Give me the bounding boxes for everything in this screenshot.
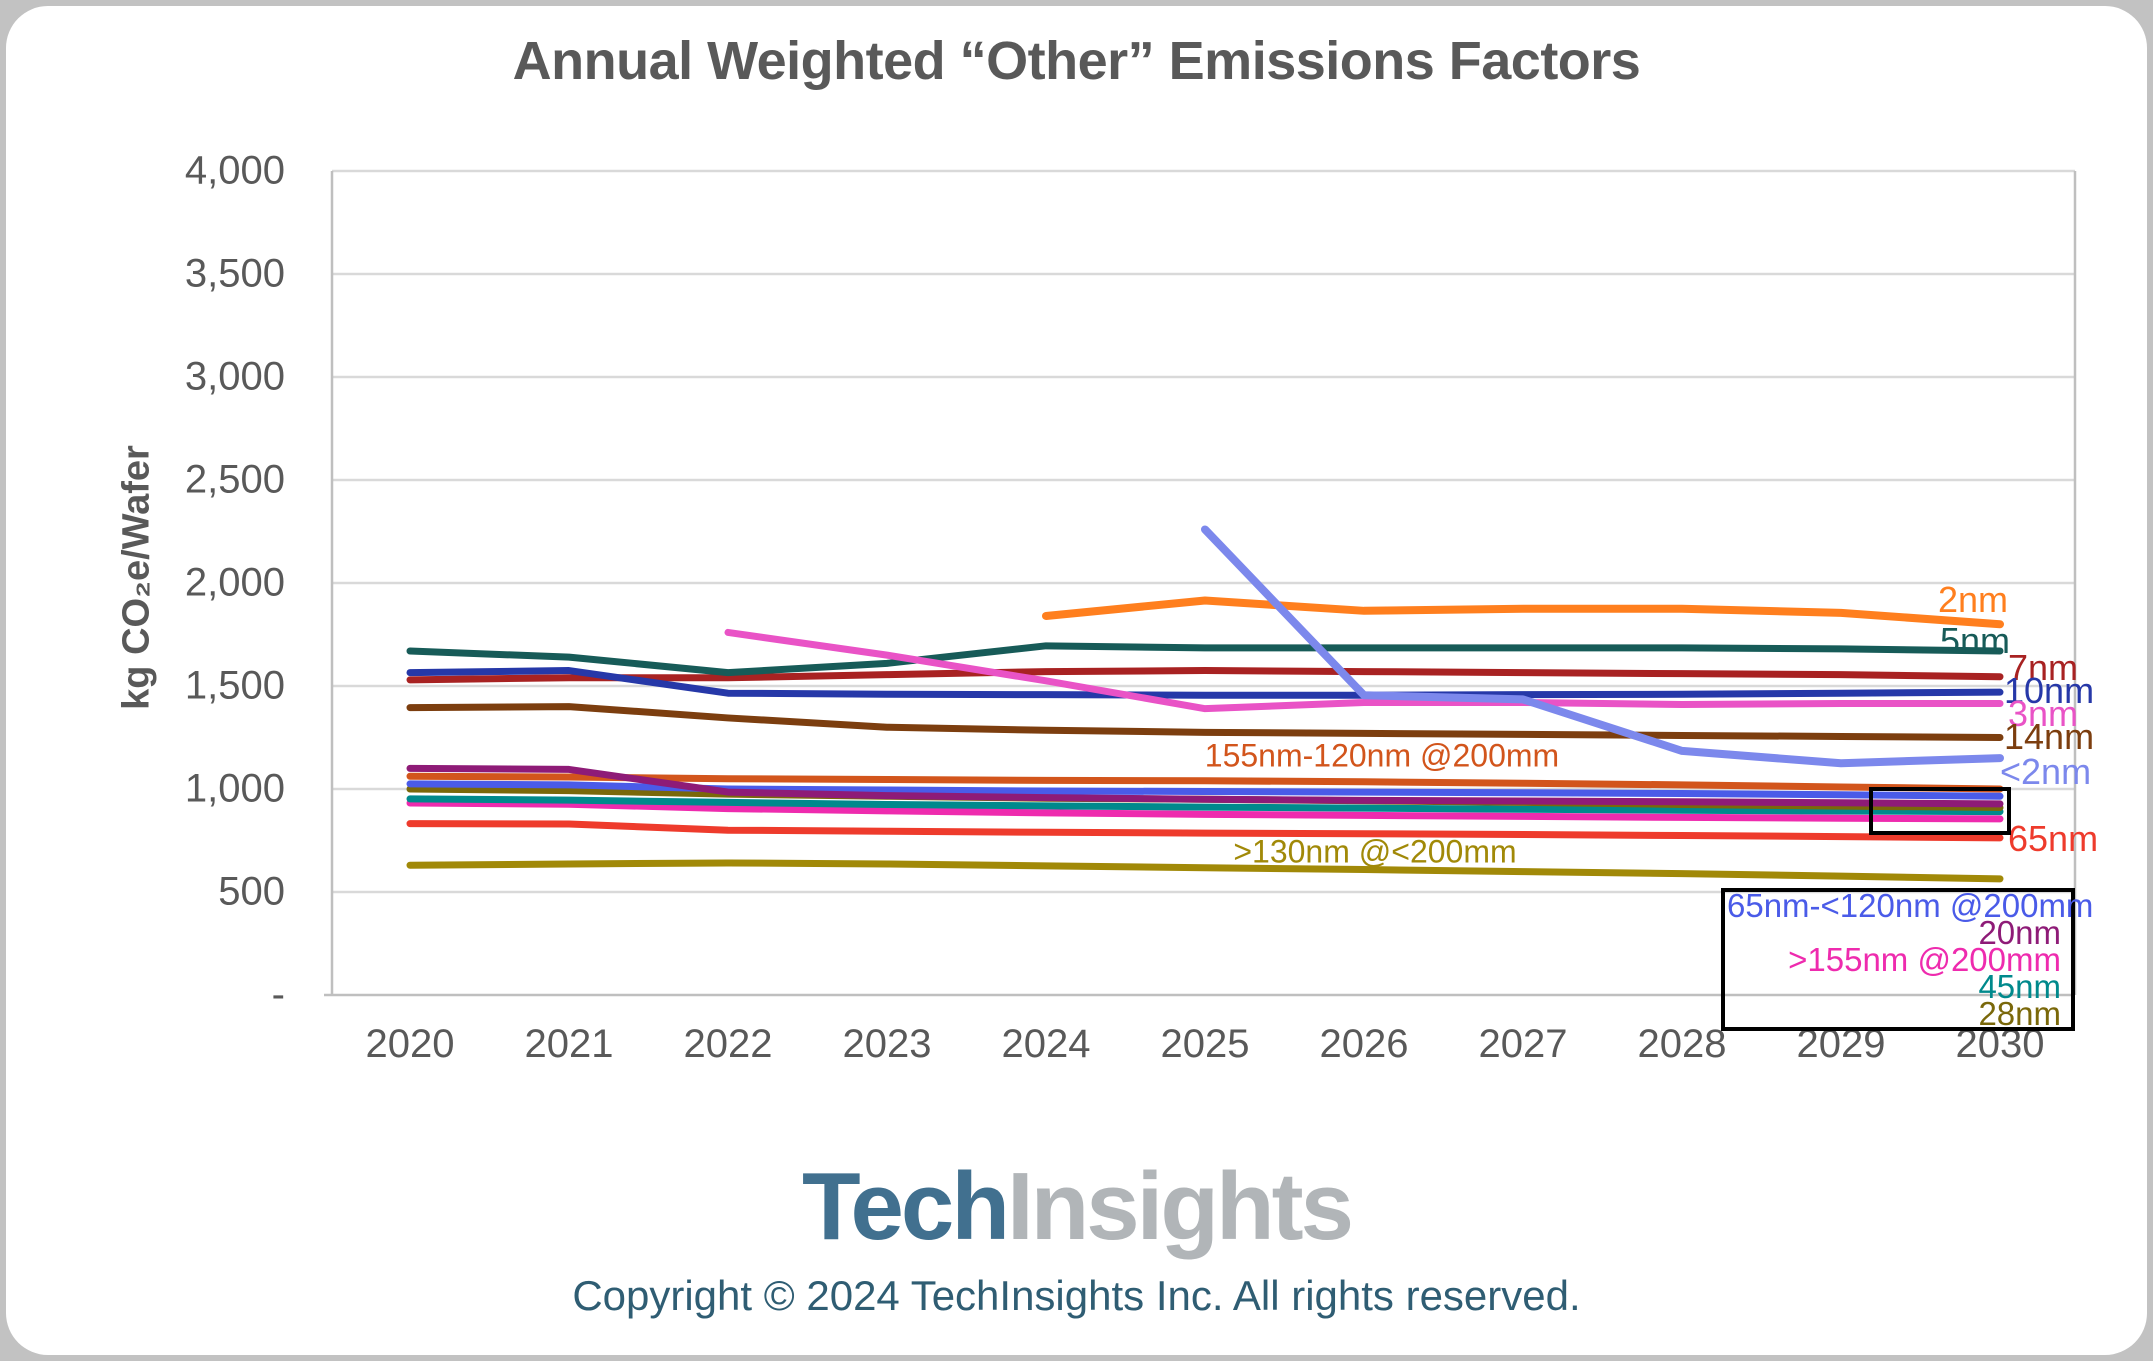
legend-item: 65nm-<120nm @200mm <box>1727 887 2094 924</box>
y-tick-label: 1,000 <box>184 766 285 811</box>
legend-box: 65nm-<120nm @200mm 20nm >155nm @200mm 45nm 2… <box>1721 887 2094 1032</box>
legend-item: 45nm <box>1978 968 2061 1005</box>
chart-title: Annual Weighted “Other” Emissions Factor… <box>512 31 1641 91</box>
x-tick-label: 2028 <box>1637 1022 1727 1066</box>
series-line-65nm <box>406 820 2004 842</box>
y-tick-label: 500 <box>218 869 285 914</box>
y-tick-label: 3,500 <box>184 251 285 296</box>
series-line-14nm <box>406 703 2004 741</box>
x-tick-label: 2021 <box>524 1022 614 1066</box>
series-line-2nm <box>1042 596 2004 629</box>
highlight-box <box>1869 787 2011 835</box>
y-tick-label: 4,000 <box>184 148 285 193</box>
x-tick-label: 2020 <box>365 1022 455 1066</box>
y-tick-label: - <box>271 972 285 1017</box>
y-tick-label: 2,500 <box>184 457 285 502</box>
series-line--130nm-200mm <box>406 859 2004 883</box>
copyright-text: Copyright © 2024 TechInsights Inc. All r… <box>572 1272 1581 1319</box>
series-line--155nm-200mm <box>406 799 2004 823</box>
series-line-3nm <box>724 628 2004 713</box>
series-line--2nm <box>1201 525 2004 768</box>
series-line-45nm <box>406 795 2004 816</box>
chart-card <box>6 6 2147 1355</box>
logo-tech: Tech <box>802 1153 1010 1260</box>
legend-item: 28nm <box>1978 995 2061 1032</box>
x-tick-label: 2025 <box>1160 1022 1250 1066</box>
line-label: 2nm <box>1938 579 2009 620</box>
line-label: 5nm <box>1940 620 2011 661</box>
y-tick-label: 2,000 <box>184 560 285 605</box>
series-annotation: 155nm-120nm @200mm <box>1204 737 1560 774</box>
line-label: <2nm <box>2000 751 2092 792</box>
x-tick-label: 2023 <box>842 1022 932 1066</box>
line-label: 10nm <box>2004 670 2095 711</box>
series-line-10nm <box>406 667 2004 699</box>
series-line-155nm-120nm-200mm <box>406 772 2004 793</box>
x-tick-label: 2022 <box>683 1022 773 1066</box>
x-tick-label: 2027 <box>1478 1022 1568 1066</box>
series-line-7nm <box>406 667 2004 684</box>
legend-item: 20nm <box>1978 914 2061 951</box>
series-line-20nm <box>406 764 2004 808</box>
y-tick-label: 1,500 <box>184 663 285 708</box>
series-line-5nm <box>406 642 2004 677</box>
legend-item: >155nm @200mm <box>1788 941 2061 978</box>
x-tick-label: 2026 <box>1319 1022 1409 1066</box>
techinsights-logo: TechInsights <box>0 1152 2153 1262</box>
line-label: 7nm <box>2008 647 2079 688</box>
series-annotation: >130nm @<200mm <box>1233 833 1517 870</box>
y-tick-label: 3,000 <box>184 354 285 399</box>
logo-insights: Insights <box>1006 1153 1354 1260</box>
line-label: 14nm <box>2004 716 2095 757</box>
line-label: 65nm <box>2008 818 2099 859</box>
x-tick-label: 2024 <box>1001 1022 1091 1066</box>
line-label: 3nm <box>2008 693 2079 734</box>
